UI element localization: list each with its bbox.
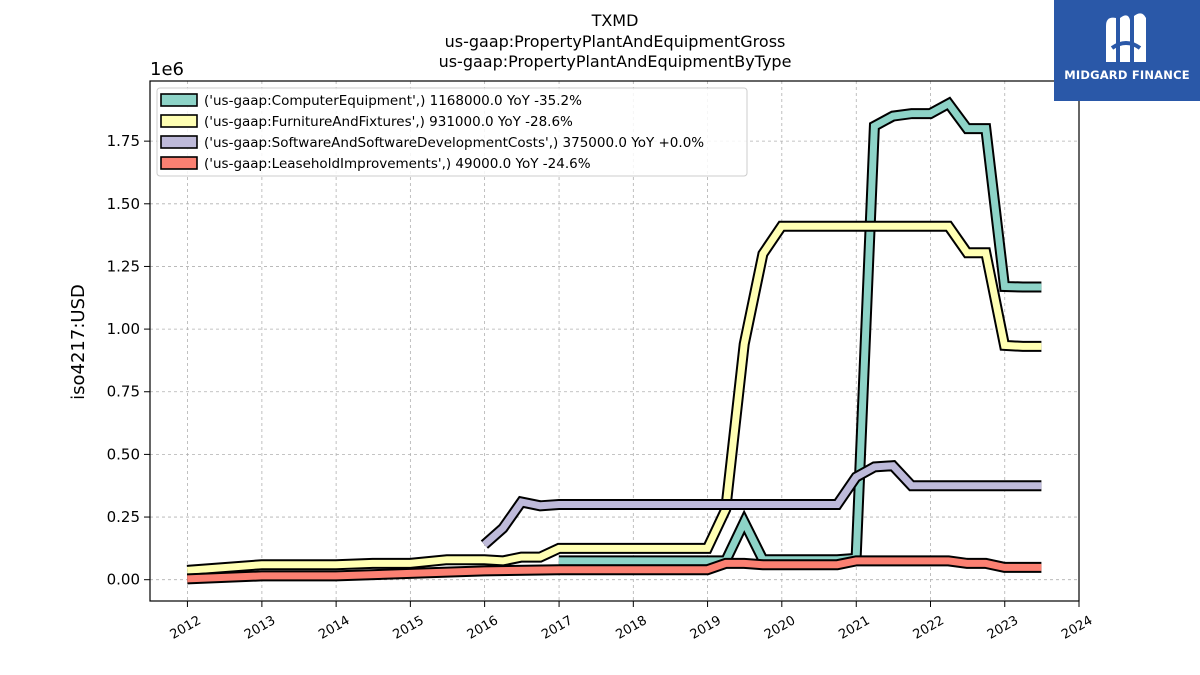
y-tick-label: 0.50 xyxy=(107,445,140,463)
chart-title-line-3: us-gaap:PropertyPlantAndEquipmentByType xyxy=(439,52,792,71)
plot-frame xyxy=(149,80,1080,602)
legend: ('us-gaap:ComputerEquipment',) 1168000.0… xyxy=(156,87,748,177)
legend-swatch xyxy=(160,156,198,170)
y-tick-label: 0.75 xyxy=(107,383,140,401)
y-tick-label: 1.50 xyxy=(107,195,140,213)
x-tick-label: 2012 xyxy=(168,613,204,643)
x-tick-label: 2023 xyxy=(985,613,1021,643)
chart-title-line-1: TXMD xyxy=(591,11,639,30)
legend-box xyxy=(156,87,748,177)
x-tick-label: 2014 xyxy=(316,613,352,643)
series-line xyxy=(187,557,1042,583)
midgard-logo: MIDGARD FINANCE xyxy=(1054,0,1200,101)
x-axis: 2012 2013 2014 2015 2016 2017 2018 2019 2020 2021… xyxy=(168,601,1095,643)
x-tick-label: 2024 xyxy=(1059,613,1095,643)
x-tick-label: 2019 xyxy=(688,613,724,643)
x-tick-label: 2016 xyxy=(465,613,501,643)
x-tick-label: 2020 xyxy=(762,613,798,643)
y-tick-label: 1.00 xyxy=(107,320,140,338)
legend-label: ('us-gaap:ComputerEquipment',) 1168000.0… xyxy=(204,93,582,109)
legend-label: ('us-gaap:SoftwareAndSoftwareDevelopment… xyxy=(204,135,704,151)
y-tick-label: 0.00 xyxy=(107,571,140,589)
midgard-logo-icon xyxy=(1106,13,1146,62)
y-tick-label: 0.25 xyxy=(107,508,140,526)
y-tick-label: 1.75 xyxy=(107,132,140,150)
y-tick-label: 1.25 xyxy=(107,257,140,275)
legend-swatch xyxy=(160,93,198,107)
series-line-outline xyxy=(186,220,1042,576)
legend-swatch xyxy=(160,135,198,149)
y-axis-label: iso4217:USD xyxy=(68,284,89,400)
y-axis: 0.00 0.25 0.50 0.75 1.00 1.25 1.50 1.75 xyxy=(107,132,150,589)
y-offset-label: 1e6 xyxy=(150,59,184,80)
x-tick-label: 2013 xyxy=(242,613,278,643)
legend-label: ('us-gaap:FurnitureAndFixtures',) 931000… xyxy=(204,114,573,130)
x-tick-label: 2022 xyxy=(911,613,947,643)
chart-title-line-2: us-gaap:PropertyPlantAndEquipmentGross xyxy=(445,32,786,51)
series-line xyxy=(186,222,1042,574)
legend-swatch xyxy=(160,114,198,128)
x-tick-label: 2015 xyxy=(391,613,427,643)
series-layer xyxy=(186,96,1042,585)
legend-label: ('us-gaap:LeaseholdImprovements',) 49000… xyxy=(204,156,591,172)
series-2 xyxy=(480,460,1042,549)
x-tick-label: 2021 xyxy=(836,613,872,643)
logo-text: MIDGARD FINANCE xyxy=(1064,68,1190,82)
series-line xyxy=(482,462,1042,548)
series-3 xyxy=(186,555,1042,585)
x-tick-label: 2017 xyxy=(539,613,575,643)
x-tick-label: 2018 xyxy=(613,613,649,643)
series-1 xyxy=(186,220,1042,576)
